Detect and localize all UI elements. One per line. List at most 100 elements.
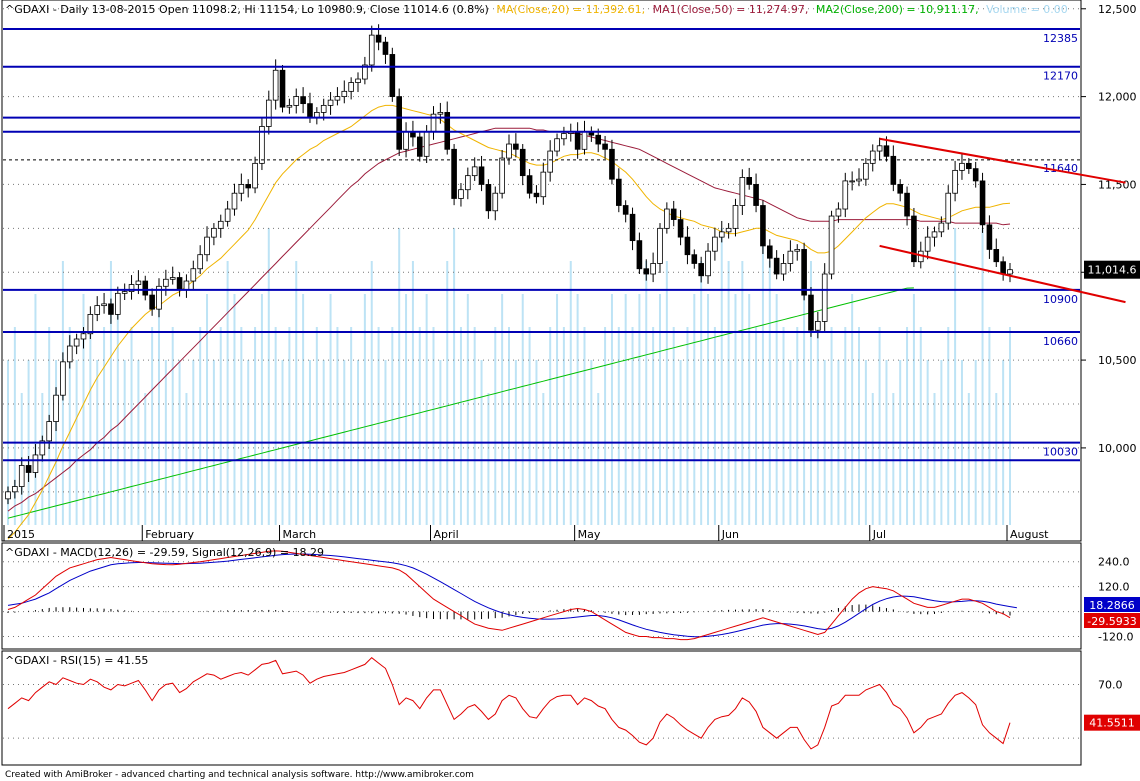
candle-up <box>725 227 732 233</box>
candle-up <box>650 263 656 275</box>
candle-up <box>863 162 869 180</box>
candle-down <box>149 294 155 310</box>
candle-down <box>636 240 643 270</box>
candle-up <box>547 150 553 173</box>
candle-up <box>664 208 670 229</box>
candle-down <box>416 136 423 157</box>
candle-up <box>712 236 718 252</box>
candle-down <box>698 263 704 277</box>
candle-down <box>478 166 485 185</box>
candle-up <box>320 104 327 113</box>
macd-title: ^GDAXI - MACD(12,26) = -29.59, Signal(12… <box>5 546 324 559</box>
candle-up <box>705 250 711 277</box>
candle-down <box>485 184 492 212</box>
candle-down <box>670 208 677 220</box>
candle-up <box>945 192 952 224</box>
candle-up <box>156 285 162 310</box>
candle-up <box>190 268 197 282</box>
horizontal-level-label: 10030 <box>1043 446 1078 459</box>
candle-up <box>835 208 842 217</box>
candle-up <box>471 166 478 177</box>
candle-up <box>794 249 801 252</box>
candle-up <box>821 273 828 322</box>
macd-panel: 240.0 120.0 -120.0 18.2866 -29.5933 <box>3 550 1140 644</box>
macd-last-label: -29.5933 <box>1087 615 1136 628</box>
candle-up <box>732 205 739 229</box>
signal-last-box <box>1084 597 1140 612</box>
month-label: May <box>578 528 601 541</box>
candle-down <box>684 236 691 256</box>
rsi-line <box>7 657 1011 750</box>
candle-up <box>18 465 25 487</box>
candle-up <box>265 99 272 127</box>
candle-down <box>883 145 890 157</box>
candle-up <box>334 96 341 101</box>
month-label: August <box>1010 528 1049 541</box>
candle-down <box>808 294 814 331</box>
candle-down <box>629 213 636 242</box>
candle-up <box>259 126 265 164</box>
candle-down <box>622 205 629 215</box>
candle-up <box>869 150 876 164</box>
rsi-panel: 70.0 41.5511 <box>3 657 1140 750</box>
candle-up <box>73 338 80 347</box>
price-tick-label: 12,000 <box>1098 91 1137 104</box>
candle-up <box>355 78 361 83</box>
macd-tick-label: 120.0 <box>1098 581 1130 594</box>
candle-up <box>53 394 59 422</box>
rsi-last-label: 41.5511 <box>1089 717 1135 730</box>
price-tick-label: 10,500 <box>1098 354 1137 367</box>
candle-up <box>272 69 279 101</box>
rsi-panel-frame <box>1 650 1082 766</box>
month-label: April <box>434 528 459 541</box>
candle-up <box>856 178 862 182</box>
candle-down <box>801 249 807 296</box>
candle-up <box>224 208 231 222</box>
candle-up <box>12 486 18 493</box>
candle-up <box>252 162 258 189</box>
signal-last-label: 18.2866 <box>1089 599 1135 612</box>
signal-line <box>7 553 1017 638</box>
candle-down <box>602 143 608 150</box>
price-panel-frame <box>1 0 1082 542</box>
candle-down <box>773 257 780 275</box>
candle-down <box>142 280 149 296</box>
macd-tick-label: 240.0 <box>1098 556 1130 569</box>
price-title: ^GDAXI - Daily 13-08-2015 Open 11098.2, … <box>5 3 489 16</box>
candle-up <box>135 280 142 285</box>
candle-up <box>293 96 300 106</box>
ma50-label: MA1(Close,50) = 11,274.97, <box>653 3 809 16</box>
candle-down <box>897 184 903 194</box>
horizontal-level-label: 10660 <box>1043 335 1078 348</box>
candle-down <box>307 103 313 119</box>
candle-up <box>581 131 588 150</box>
candle-down <box>760 205 766 247</box>
horizontal-level-label: 12385 <box>1043 32 1078 45</box>
rsi-tick-label: 70.0 <box>1098 679 1123 692</box>
candle-up <box>348 82 354 92</box>
candle-up <box>211 227 217 238</box>
candle-up <box>876 145 883 152</box>
candle-up <box>561 133 567 140</box>
horizontal-level-label: 12170 <box>1043 70 1078 83</box>
price-header: ^GDAXI - Daily 13-08-2015 Open 11098.2, … <box>5 3 1068 16</box>
candle-up <box>368 34 375 66</box>
price-tick-label: 10,000 <box>1098 442 1137 455</box>
candle-down <box>176 277 183 291</box>
footer-credit: Created with AmiBroker - advanced charti… <box>5 770 474 780</box>
candle-up <box>80 333 87 340</box>
candle-down <box>526 175 533 194</box>
candle-up <box>101 303 107 307</box>
candle-down <box>691 254 698 264</box>
candle-up <box>238 184 245 194</box>
candle-down <box>375 34 382 43</box>
ma200-line <box>7 287 914 519</box>
candle-up <box>32 454 39 473</box>
price-tick-label: 11,500 <box>1098 178 1137 191</box>
macd-panel-frame <box>1 542 1082 650</box>
month-label: 2015 <box>7 528 35 541</box>
candle-up <box>204 236 210 256</box>
macd-last-box <box>1084 613 1140 628</box>
channel-line <box>879 137 1126 184</box>
